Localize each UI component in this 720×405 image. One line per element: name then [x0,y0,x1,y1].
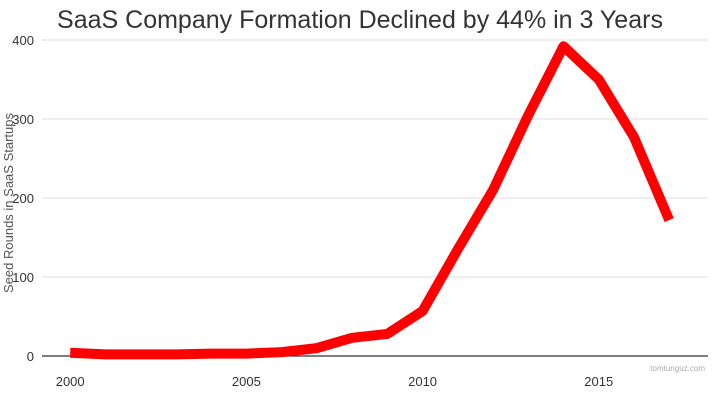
x-tick-label-2000: 2000 [56,374,85,389]
y-axis-label: Seed Rounds in SaaS Startups [1,113,16,293]
y-tick-label-100: 100 [12,270,34,285]
y-tick-label-200: 200 [12,191,34,206]
x-tick-label-2010: 2010 [408,374,437,389]
y-tick-label-300: 300 [12,112,34,127]
y-axis-ticks: 0 100 200 300 400 [12,33,34,364]
chart-title: SaaS Company Formation Declined by 44% i… [57,6,663,34]
x-tick-label-2005: 2005 [232,374,261,389]
grid-layer [42,39,708,278]
x-tick-label-2015: 2015 [584,374,613,389]
series-layer [69,41,674,360]
x-axis-ticks: 2000 2005 2010 2015 [56,374,613,389]
y-tick-label-400: 400 [12,33,34,48]
y-tick-label-0: 0 [27,349,34,364]
credit-text: tomtunguz.com [650,364,705,373]
series-line-0 [69,41,674,360]
